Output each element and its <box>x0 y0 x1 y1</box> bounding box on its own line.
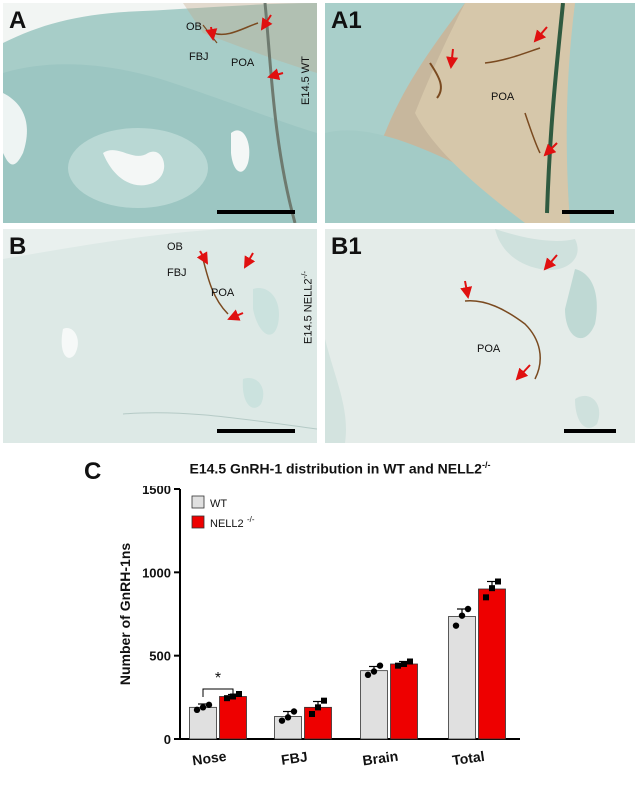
red-arrow-icon <box>460 280 473 299</box>
panel-a1-arrows <box>446 26 558 157</box>
data-point <box>364 671 372 679</box>
bar <box>360 670 388 740</box>
scale-bar <box>217 429 295 433</box>
red-arrow-icon <box>543 142 558 157</box>
scale-bar <box>217 210 295 214</box>
panel-a-arrows <box>205 14 284 81</box>
red-arrow-icon <box>227 309 244 321</box>
panel-b-image <box>3 229 317 443</box>
panel-b-arrows <box>196 250 256 321</box>
panel-b1-arrows <box>460 254 558 381</box>
red-arrow-icon <box>515 364 531 381</box>
label-fbj: FBJ <box>167 267 187 279</box>
panel-label-b1: B1 <box>331 233 362 260</box>
x-tick-label: FBJ <box>280 748 308 768</box>
data-point <box>395 662 401 669</box>
bar <box>304 706 332 740</box>
bar <box>448 616 476 740</box>
bar <box>219 696 247 740</box>
x-tick-label: Brain <box>361 748 399 769</box>
red-arrow-icon <box>543 254 558 271</box>
y-axis-label: Number of GnRH-1ns <box>117 543 133 686</box>
bar <box>478 588 506 740</box>
bar <box>189 706 217 740</box>
chart-title-sup: -/- <box>481 460 491 470</box>
label-fbj: FBJ <box>189 51 209 63</box>
bar <box>390 663 418 740</box>
panel-label-c: C <box>84 458 102 485</box>
data-point <box>458 612 466 619</box>
data-point <box>290 708 298 715</box>
panel-label-a: A <box>9 7 27 34</box>
legend-label-nell2: NELL2 <box>210 518 244 530</box>
panel-b1-micrograph: B1 POA <box>325 229 635 443</box>
data-point <box>278 717 286 724</box>
data-point <box>483 594 489 601</box>
data-point <box>284 714 292 721</box>
label-poa: POA <box>491 91 515 103</box>
red-arrow-icon <box>267 68 284 81</box>
data-point <box>401 661 407 667</box>
data-point <box>309 711 315 717</box>
legend-swatch-nell2 <box>191 515 205 529</box>
red-arrow-icon <box>244 252 256 269</box>
label-poa: POA <box>231 57 255 69</box>
data-point <box>407 658 413 665</box>
chart-title-text: E14.5 GnRH-1 distribution in WT and NELL… <box>189 460 482 477</box>
label-ob: OB <box>186 21 202 33</box>
data-point <box>452 622 460 629</box>
y-tick-label: 0 <box>164 732 171 747</box>
data-point <box>199 704 207 711</box>
panel-label-b: B <box>9 233 27 260</box>
scale-bar <box>564 429 616 433</box>
data-point <box>321 697 327 704</box>
scale-bar <box>562 210 614 214</box>
legend-swatch-wt <box>191 495 205 509</box>
panel-a-micrograph: A OB FBJ POA E14.5 WT <box>3 3 317 223</box>
red-arrow-icon <box>196 250 209 265</box>
data-point <box>464 605 472 613</box>
data-point <box>495 578 501 585</box>
label-poa: POA <box>211 287 235 299</box>
red-arrow-icon <box>446 48 459 69</box>
significance-marker: * <box>215 670 221 687</box>
label-poa: POA <box>477 343 501 355</box>
data-point <box>224 695 230 702</box>
data-point <box>205 701 213 709</box>
red-arrow-icon <box>205 26 218 41</box>
legend-label-nell2-sup: -/- <box>247 515 255 524</box>
data-point <box>370 668 378 675</box>
red-arrow-icon <box>533 26 548 43</box>
panel-b-micrograph: B OB FBJ POA E14.5 NELL2-/- <box>3 229 317 443</box>
y-tick-label: 1000 <box>142 565 171 580</box>
bar-chart: 0 500 1000 1500 Number of GnRH-1ns Nose FBJ Bra… <box>117 486 520 769</box>
panel-b1-image <box>325 229 635 443</box>
y-tick-label: 500 <box>149 649 171 664</box>
panel-a-image <box>3 3 317 223</box>
data-point <box>193 706 201 714</box>
data-point <box>236 691 242 697</box>
red-arrow-icon <box>260 14 273 31</box>
y-tick-label: 1500 <box>142 486 171 497</box>
chart-title: E14.5 GnRH-1 distribution in WT and NELL… <box>140 460 540 477</box>
panel-label-a1: A1 <box>331 7 362 34</box>
panel-a1-micrograph: A1 POA <box>325 3 635 223</box>
x-tick-label: Nose <box>191 748 227 769</box>
label-ob: OB <box>167 241 183 253</box>
legend-label-wt: WT <box>210 498 227 510</box>
data-point <box>489 585 495 592</box>
x-tick-label: Total <box>451 748 485 768</box>
significance-bracket <box>202 688 234 697</box>
data-point <box>315 704 321 711</box>
data-point <box>376 662 384 669</box>
